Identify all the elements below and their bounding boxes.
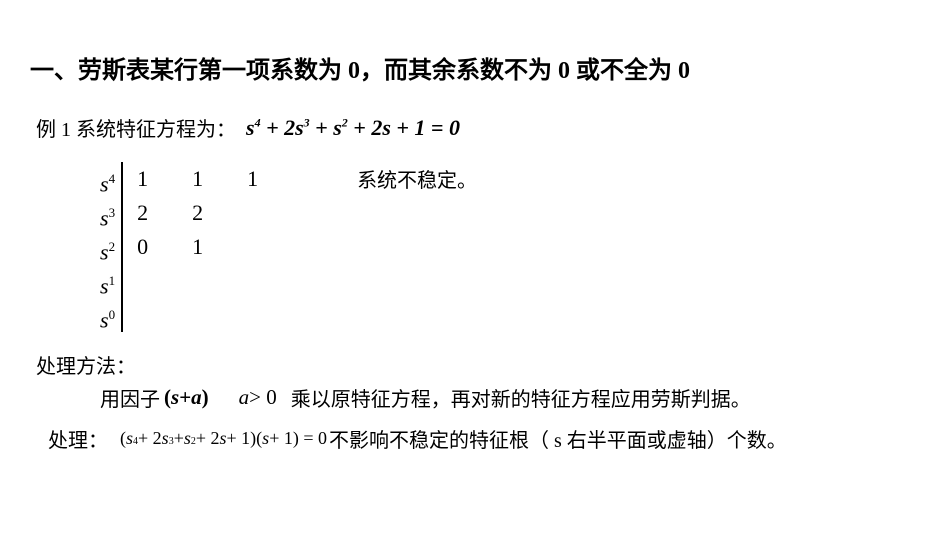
routh-cell — [247, 230, 302, 264]
routh-cell — [137, 298, 192, 332]
routh-cell — [247, 196, 302, 230]
factor-condition: a > 0 — [239, 385, 277, 410]
routh-table: s4 s3 s2 s1 s0 1 1 1 2 2 0 1 — [100, 162, 302, 332]
routh-cell: 2 — [192, 196, 247, 230]
routh-power-column: s4 s3 s2 s1 s0 — [100, 162, 121, 332]
routh-power: s1 — [100, 264, 115, 298]
section-title: 一、劳斯表某行第一项系数为 0，而其余系数不为 0 或不全为 0 — [30, 50, 920, 85]
routh-cell — [247, 264, 302, 298]
routh-divider — [121, 162, 123, 332]
routh-cell: 1 — [192, 230, 247, 264]
factor-expression: (s + a) — [164, 385, 209, 410]
method-line: 用因子 (s + a) a > 0 乘以原特征方程，再对新的特征方程应用劳斯判据… — [100, 383, 920, 412]
routh-values: 1 1 1 2 2 0 1 — [137, 162, 302, 332]
routh-cell: 2 — [137, 196, 192, 230]
routh-cell — [192, 264, 247, 298]
method-tail: 乘以原特征方程，再对新的特征方程应用劳斯判据。 — [291, 383, 751, 412]
example-label: 例 1 系统特征方程为： — [36, 113, 236, 142]
routh-power: s2 — [100, 230, 115, 264]
process-label: 处理： — [48, 424, 108, 453]
stability-note: 系统不稳定。 — [357, 164, 477, 193]
routh-cell: 0 — [137, 230, 192, 264]
method-prefix: 用因子 — [100, 383, 160, 412]
process-line: 处理： (s4 + 2s3 + s2 + 2s + 1)(s + 1) = 0 … — [48, 424, 920, 453]
process-equation: (s4 + 2s3 + s2 + 2s + 1)(s + 1) = 0 — [120, 428, 327, 449]
process-tail: 不影响不稳定的特征根（ s 右半平面或虚轴）个数。 — [329, 424, 787, 453]
routh-power: s4 — [100, 162, 115, 196]
routh-table-zone: s4 s3 s2 s1 s0 1 1 1 2 2 0 1 系统不稳定。 — [100, 162, 920, 332]
routh-cell — [192, 298, 247, 332]
routh-power: s0 — [100, 298, 115, 332]
routh-cell — [137, 264, 192, 298]
characteristic-equation: s4 + 2s3 + s2 + 2s + 1 = 0 — [246, 115, 460, 141]
routh-power: s3 — [100, 196, 115, 230]
routh-cell: 1 — [192, 162, 247, 196]
example-line: 例 1 系统特征方程为： s4 + 2s3 + s2 + 2s + 1 = 0 — [36, 113, 920, 142]
routh-cell: 1 — [247, 162, 302, 196]
routh-cell — [247, 298, 302, 332]
method-label: 处理方法： — [36, 350, 920, 379]
routh-cell: 1 — [137, 162, 192, 196]
